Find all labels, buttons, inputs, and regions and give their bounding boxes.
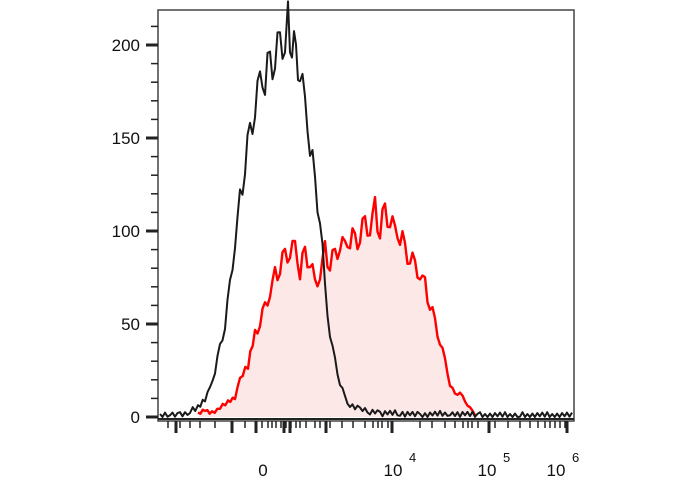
x-tick-label: 0 xyxy=(258,461,267,480)
y-tick-label: 200 xyxy=(112,36,140,55)
stained-sample-line xyxy=(197,195,477,416)
x-tick-label: 10 xyxy=(384,461,403,480)
y-tick-label: 100 xyxy=(112,222,140,241)
x-tick-label: 10 xyxy=(478,461,497,480)
unstained-control-line xyxy=(159,0,573,418)
x-tick-exponent: 4 xyxy=(409,450,416,465)
y-tick-label: 50 xyxy=(121,315,140,334)
x-axis: 0 10 4 10 5 10 6 xyxy=(167,421,579,480)
y-tick-label: 0 xyxy=(131,408,140,427)
x-tick-label: 10 xyxy=(547,461,566,480)
y-tick-label: 150 xyxy=(112,129,140,148)
x-tick-exponent: 5 xyxy=(503,450,510,465)
y-axis: 0 50 100 150 200 xyxy=(112,25,158,427)
series-layer xyxy=(158,0,574,420)
x-tick-exponent: 6 xyxy=(572,450,579,465)
